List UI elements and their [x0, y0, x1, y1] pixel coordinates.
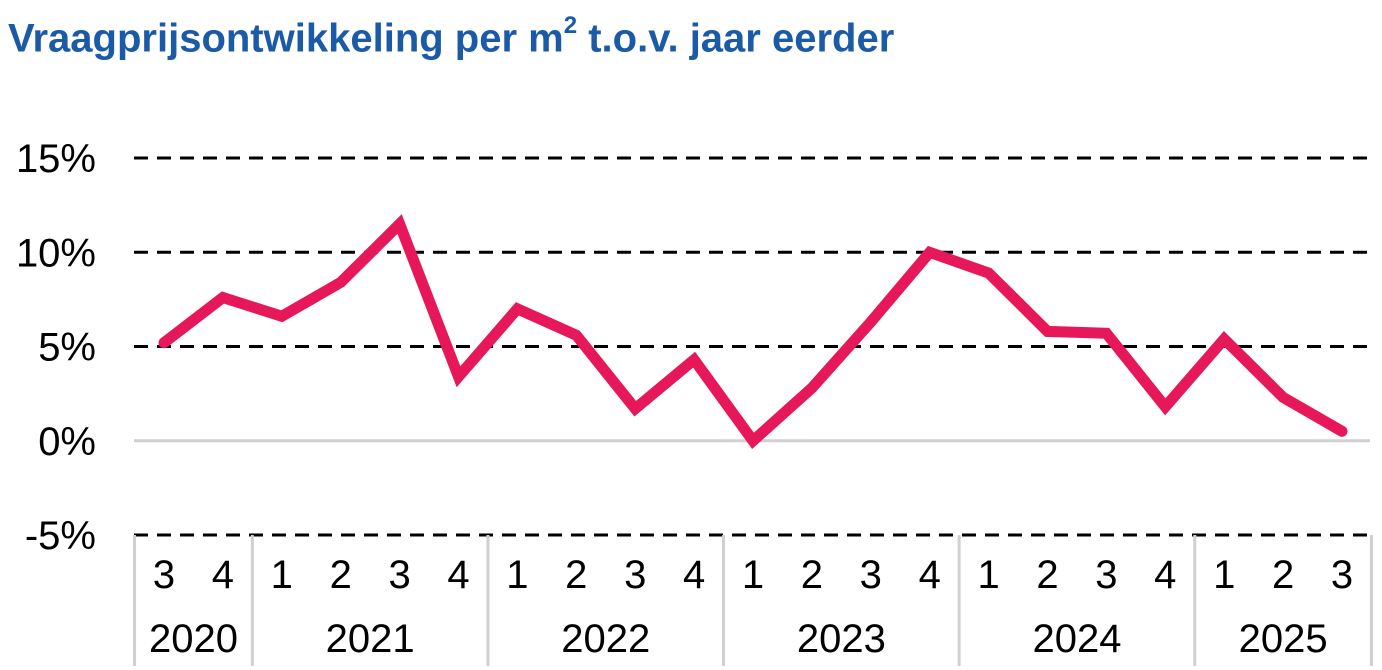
x-tick-label: 4 — [919, 553, 941, 597]
x-tick-label: 2 — [801, 553, 823, 597]
chart-title: Vraagprijsontwikkeling per m2 t.o.v. jaa… — [8, 6, 894, 62]
x-tick-label: 3 — [860, 553, 882, 597]
x-tick-label: 1 — [742, 553, 764, 597]
x-tick-label: 2 — [1036, 553, 1058, 597]
y-tick-label: 5% — [38, 326, 96, 370]
x-group-label: 2020 — [149, 617, 238, 661]
x-tick-label: 1 — [271, 553, 293, 597]
x-tick-label: 3 — [388, 553, 410, 597]
y-tick-label: 10% — [16, 231, 96, 275]
x-tick-label: 2 — [330, 553, 352, 597]
x-group-label: 2021 — [326, 617, 415, 661]
series-line — [158, 214, 1348, 449]
x-tick-label: 2 — [1272, 553, 1294, 597]
y-axis-tick-labels: -5% 0% 5% 10% 15% — [16, 137, 96, 558]
x-tick-label: 3 — [1331, 553, 1353, 597]
y-tick-label: 15% — [16, 137, 96, 181]
x-tick-label: 3 — [153, 553, 175, 597]
x-group-label: 2022 — [561, 617, 650, 661]
x-tick-label: 4 — [683, 553, 705, 597]
x-tick-label: 2 — [565, 553, 587, 597]
x-tick-label: 1 — [977, 553, 999, 597]
x-group-label: 2025 — [1239, 617, 1328, 661]
x-tick-label: 4 — [1154, 553, 1176, 597]
x-tick-label: 3 — [624, 553, 646, 597]
chart-title-suffix: t.o.v. jaar eerder — [577, 16, 895, 61]
x-tick-label: 1 — [506, 553, 528, 597]
gridlines — [134, 156, 1370, 537]
chart-title-superscript: 2 — [563, 12, 578, 39]
x-tick-label: 3 — [1095, 553, 1117, 597]
x-group-label: 2023 — [797, 617, 886, 661]
x-group-label: 2024 — [1032, 617, 1121, 661]
series-group — [158, 214, 1348, 449]
y-tick-label: 0% — [38, 420, 96, 464]
chart-title-text: Vraagprijsontwikkeling per m — [8, 16, 564, 61]
x-tick-label: 4 — [447, 553, 469, 597]
x-tick-label: 1 — [1213, 553, 1235, 597]
x-tick-label: 4 — [212, 553, 234, 597]
y-tick-label: -5% — [25, 514, 96, 558]
